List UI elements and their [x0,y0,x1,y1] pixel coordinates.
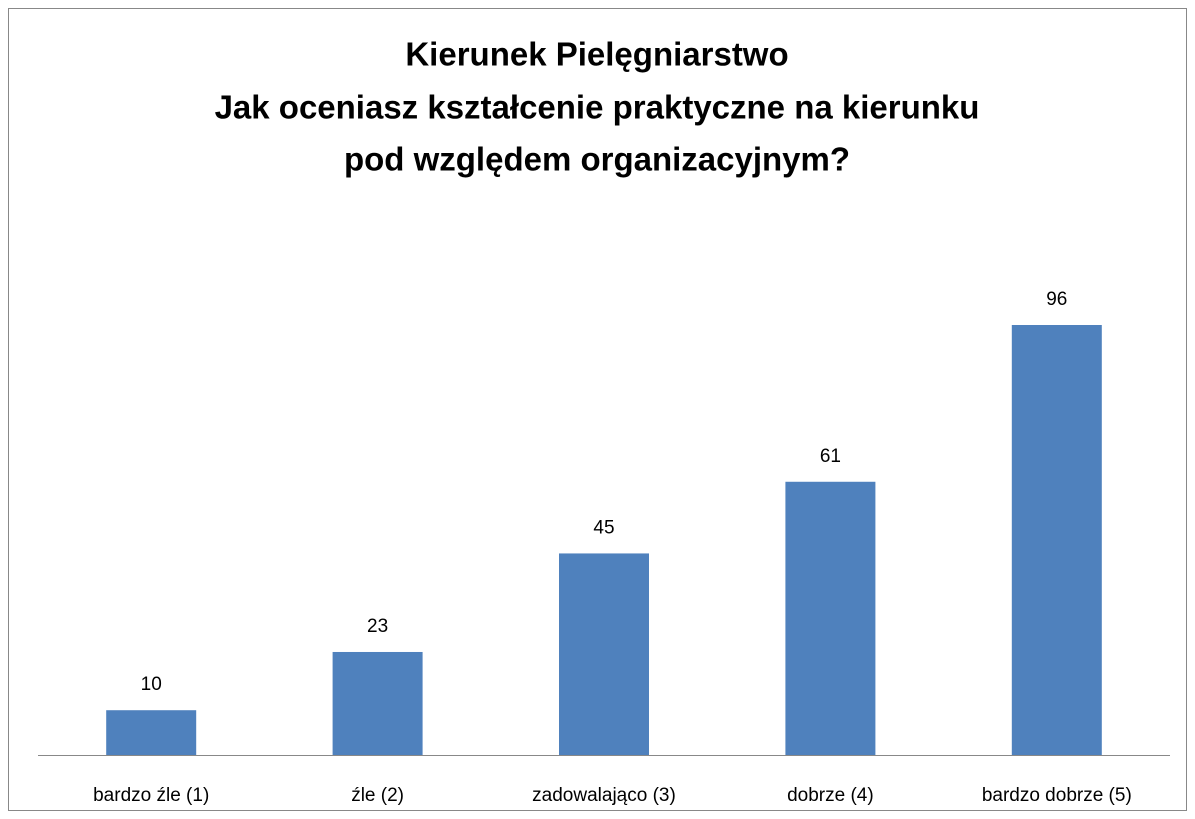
x-tick-label: bardzo źle (1) [93,785,209,806]
chart-title: Kierunek Pielęgniarstwo [405,36,788,73]
bar [785,481,876,755]
x-tick-label: źle (2) [351,785,404,806]
data-label: 45 [593,517,614,538]
data-label: 10 [141,674,162,695]
chart-title: pod względem organizacyjnym? [344,141,850,178]
x-tick-label: zadowalająco (3) [532,785,676,806]
bar [559,553,649,755]
x-tick-label: dobrze (4) [787,785,874,806]
data-label: 96 [1046,289,1067,310]
chart-title: Jak oceniasz kształcenie praktyczne na k… [215,89,980,126]
data-label: 61 [820,446,841,467]
data-label: 23 [367,616,388,637]
bar [106,710,197,755]
x-tick-label: bardzo dobrze (5) [982,785,1132,806]
bar [1011,325,1102,755]
bar [332,651,423,755]
